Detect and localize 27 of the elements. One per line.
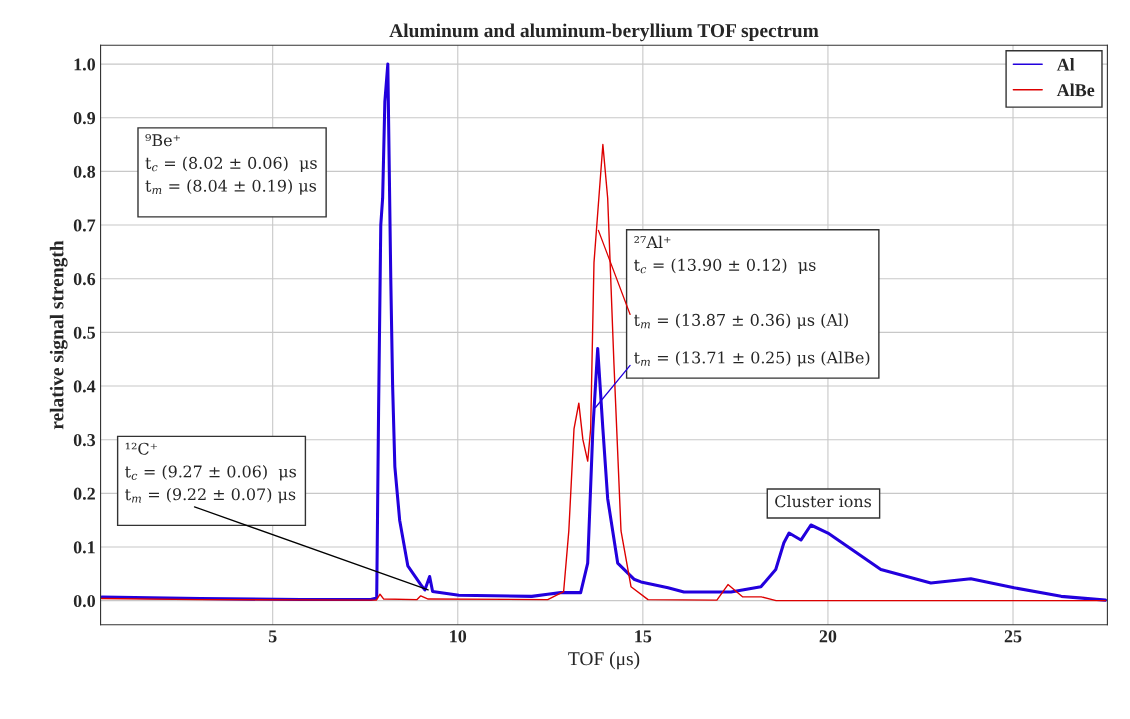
y-tick-label: 0.4: [73, 380, 96, 393]
chart-title: Aluminum and aluminum-beryllium TOF spectrum: [389, 23, 819, 42]
legend-label: AlBe: [1056, 83, 1095, 97]
y-tick-label: 0.0: [73, 594, 96, 608]
y-tick-label: 0.2: [73, 487, 95, 500]
y-axis-title: relative signal strength: [49, 240, 68, 430]
y-tick-label: 0.8: [73, 165, 96, 178]
x-tick-label: 15: [635, 630, 652, 643]
x-tick-label: 25: [1004, 630, 1022, 643]
annotation: Cluster ions: [775, 494, 872, 508]
annotation: ⁹Be⁺ t$_{c}$ = (8.02 ± 0.06) μs t$_{m}$ = (8.04 ± 0.19) μs: [145, 134, 317, 195]
y-tick-label: 1.0: [74, 58, 96, 71]
x-tick-label: 20: [819, 630, 837, 643]
annotation: t$_{m}$ = (13.87 ± 0.36) μs (Al): [634, 313, 848, 330]
y-tick-label: 0.3: [73, 433, 96, 447]
annotation: ²⁷Al⁺ t$_{c}$ = (13.90 ± 0.12) μs: [634, 235, 816, 274]
y-tick-label: 0.7: [73, 219, 96, 232]
annotation: ¹²C⁺ t$_{c}$ = (9.27 ± 0.06) μs t$_{m}$ = (9.22 ± 0.07) μs: [125, 442, 297, 504]
x-tick-label: 5: [268, 630, 277, 643]
annotation: t$_{m}$ = (13.71 ± 0.25) μs (AlBe): [634, 351, 870, 367]
y-tick-label: 0.5: [73, 326, 96, 339]
y-tick-label: 0.6: [73, 272, 96, 286]
x-axis-title: TOF (μs): [568, 651, 640, 670]
y-tick-label: 0.1: [73, 541, 95, 554]
legend-label: Al: [1056, 58, 1075, 71]
y-tick-label: 0.9: [73, 111, 96, 125]
x-tick-label: 10: [450, 630, 467, 643]
